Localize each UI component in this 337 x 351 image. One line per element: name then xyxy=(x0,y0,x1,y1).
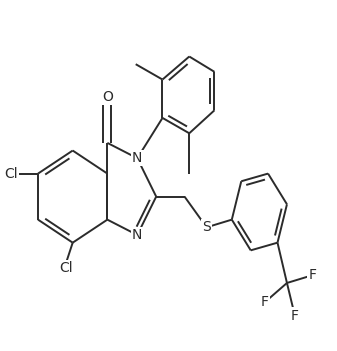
Text: N: N xyxy=(132,151,143,165)
Text: F: F xyxy=(291,309,299,323)
Text: N: N xyxy=(132,228,143,242)
Text: Cl: Cl xyxy=(60,261,73,274)
Text: O: O xyxy=(102,90,113,104)
Text: Cl: Cl xyxy=(4,167,18,180)
Text: S: S xyxy=(202,220,211,234)
Text: F: F xyxy=(261,295,269,309)
Text: F: F xyxy=(308,268,316,282)
